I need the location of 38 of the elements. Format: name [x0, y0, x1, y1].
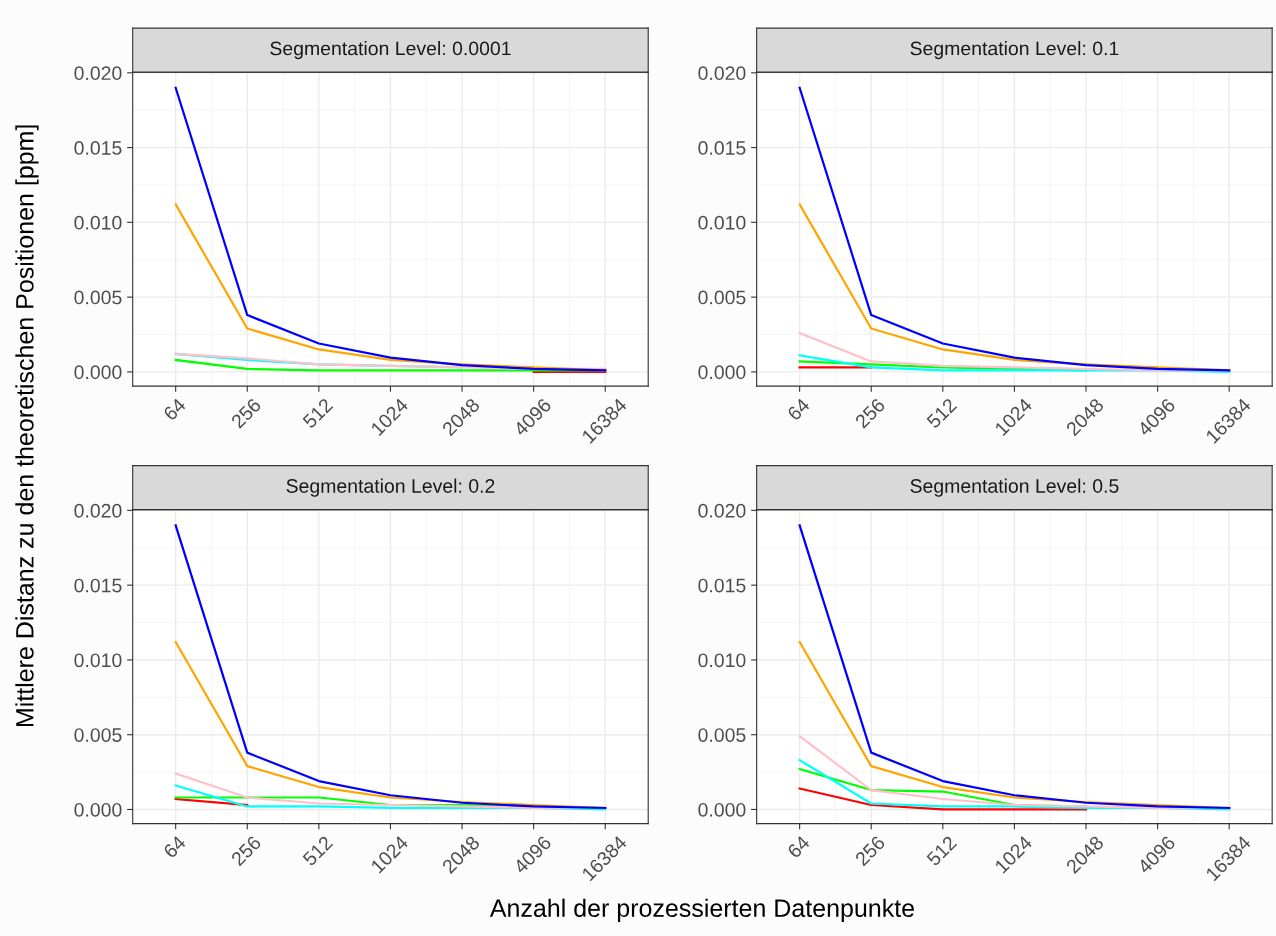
y-tick-label: 0.020: [74, 503, 122, 518]
y-tick-label: 0.010: [698, 653, 746, 668]
x-tick-label: 512: [925, 397, 958, 429]
y-tick-label: 0.020: [698, 503, 746, 518]
x-tick-label: 64: [786, 397, 811, 422]
y-tick-label: 0.000: [698, 802, 746, 817]
y-tick-label: 0.015: [698, 578, 746, 593]
y-tick-label: 0.015: [698, 141, 746, 155]
x-tick-label: 64: [786, 834, 811, 859]
x-tick-label: 64: [162, 397, 187, 422]
x-tick-label: 512: [301, 835, 334, 867]
y-tick-label: 0.000: [698, 365, 746, 380]
x-tick-label: 256: [230, 397, 262, 429]
chart-title: Segmentation Level: 0.2: [286, 478, 495, 497]
y-tick-label: 0.005: [74, 728, 122, 742]
chart-title: Segmentation Level: 0.0001: [270, 41, 511, 60]
x-axis-title: Anzahl der prozessierten Datenpunkte: [489, 898, 914, 922]
x-tick-label: 512: [925, 835, 958, 867]
y-axis-title: Mittlere Distanz zu den theoretischen Positionen [ppm]: [15, 125, 39, 727]
y-tick-label: 0.010: [698, 215, 746, 230]
x-tick-label: 256: [854, 397, 886, 429]
y-tick-label: 0.015: [74, 141, 122, 155]
y-tick-label: 0.020: [698, 66, 746, 81]
y-tick-label: 0.010: [74, 215, 122, 230]
chart-title: Segmentation Level: 0.1: [910, 41, 1119, 60]
y-tick-label: 0.005: [698, 728, 746, 742]
y-tick-label: 0.015: [74, 578, 122, 593]
y-tick-label: 0.000: [74, 802, 122, 817]
x-tick-label: 64: [162, 834, 187, 859]
x-tick-label: 512: [301, 397, 334, 429]
y-tick-label: 0.000: [74, 365, 122, 380]
y-tick-label: 0.020: [74, 66, 122, 81]
chart-title: Segmentation Level: 0.5: [910, 478, 1119, 497]
y-tick-label: 0.010: [74, 653, 122, 668]
y-tick-label: 0.005: [698, 290, 746, 305]
x-tick-label: 256: [230, 835, 262, 867]
y-tick-label: 0.005: [74, 290, 122, 305]
x-tick-label: 256: [854, 835, 886, 867]
